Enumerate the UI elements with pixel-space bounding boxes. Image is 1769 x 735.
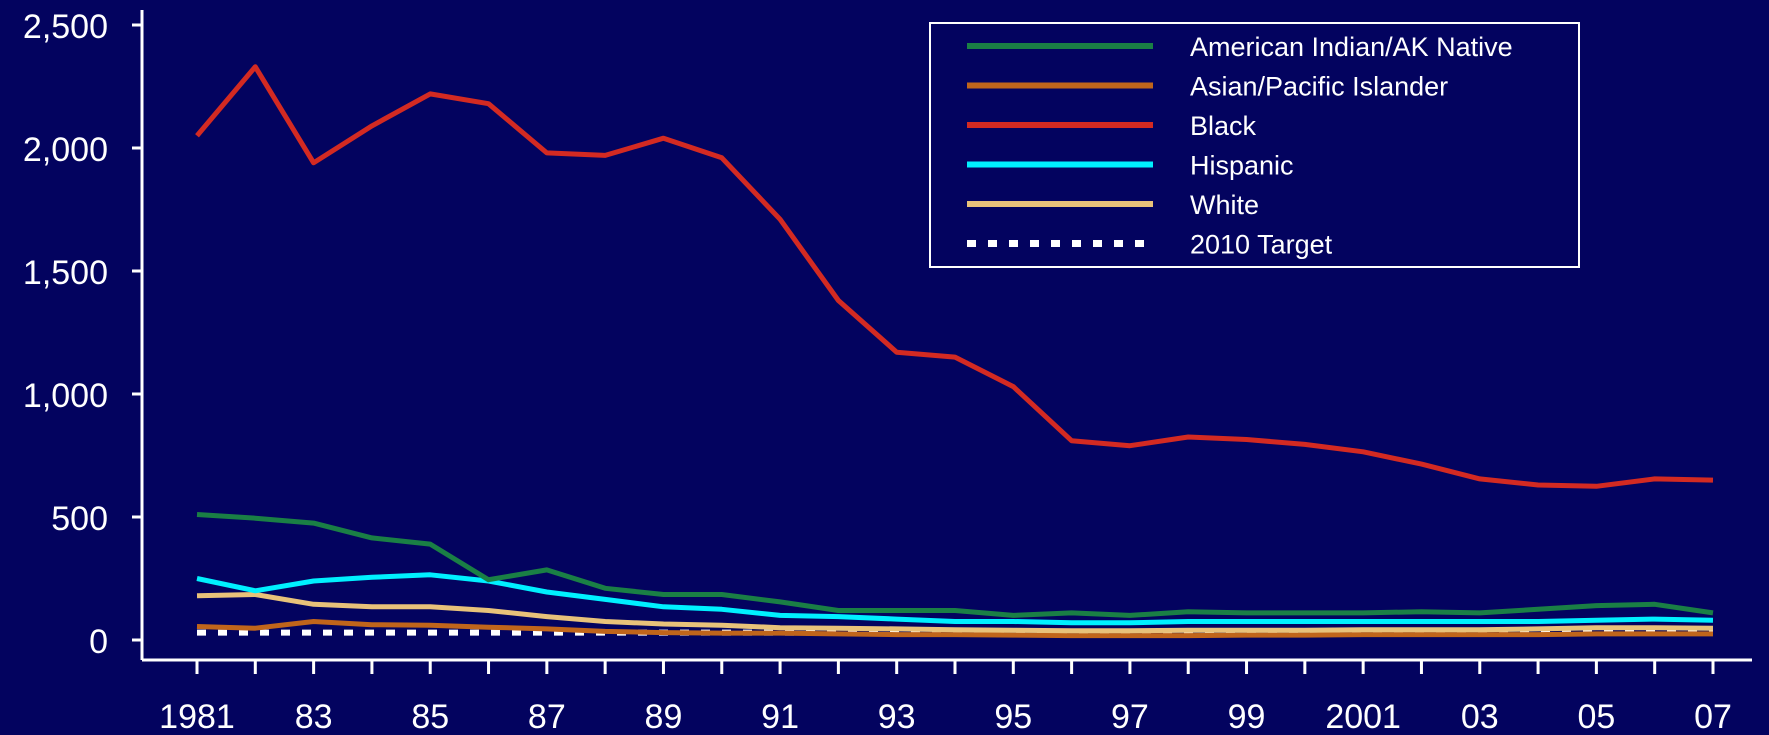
legend-label: White [1190,190,1259,220]
x-tick-label: 03 [1461,698,1499,735]
x-tick-label: 89 [645,698,683,735]
legend-label: Hispanic [1190,151,1294,181]
x-tick-label: 05 [1577,698,1615,735]
legend: American Indian/AK Native Asian/Pacific I… [929,22,1580,268]
y-tick-label: 1,000 [23,377,108,415]
x-tick-label: 07 [1694,698,1732,735]
y-tick-label: 0 [89,623,108,661]
x-tick-label: 99 [1228,698,1266,735]
x-tick-label: 93 [878,698,916,735]
y-tick-label: 1,500 [23,254,108,292]
legend-label: Black [1190,111,1257,141]
series-line-american-indian-ak-native [196,512,1714,618]
x-tick-label: 87 [528,698,566,735]
y-tick-label: 500 [51,500,108,538]
series-line-black [195,64,1714,489]
y-tick-label: 2,500 [23,8,108,46]
series-line-white [196,592,1714,634]
legend-box [929,22,1580,268]
x-tick-label: 1981 [159,698,235,735]
axes: 0 500 1,000 1,500 2,000 2,500 1981 83 85 87 89 91 93… [23,8,1752,735]
x-tick-label: 83 [295,698,333,735]
legend-label: 2010 Target [1190,230,1333,260]
series-line-hispanic [196,572,1714,626]
series-line-asian-pacific-islander [196,619,1713,639]
y-tick-label: 2,000 [23,131,108,169]
legend-label: Asian/Pacific Islander [1190,72,1448,102]
x-tick-label: 91 [761,698,799,735]
series-layer [195,64,1714,639]
x-tick-label: 95 [994,698,1032,735]
x-tick-label: 85 [411,698,449,735]
legend-label: American Indian/AK Native [1190,32,1513,62]
x-tick-label: 2001 [1325,698,1401,735]
x-tick-label: 97 [1111,698,1149,735]
